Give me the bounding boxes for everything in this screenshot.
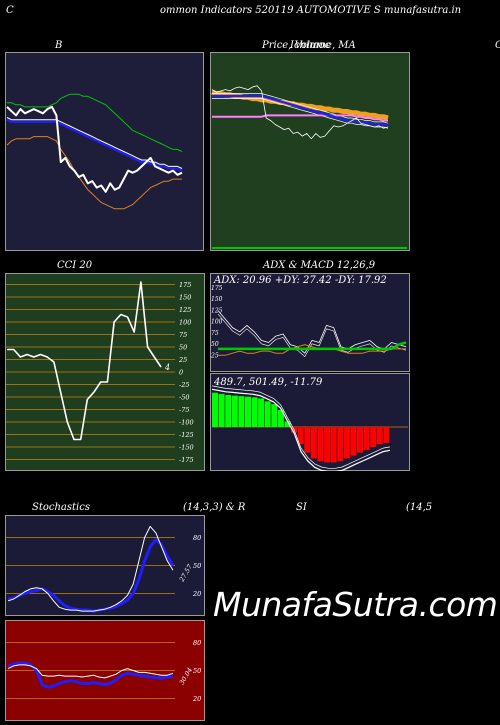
rsi-series-smooth (7, 661, 174, 689)
macd-histogram-bar (317, 427, 324, 462)
ma-title: Price, Volume, MA (262, 40, 356, 51)
panel-background (210, 52, 410, 251)
left-letter: C (6, 5, 14, 16)
ma-envelope-upper (212, 93, 389, 124)
ma-series-price (211, 85, 389, 140)
stoch-title: Stochastics (32, 502, 90, 513)
macd-histogram-bar (330, 427, 337, 463)
adx-series-minus-dy (218, 344, 406, 356)
cci-panel: 175 150 125 100 75 50 25 0 -25 -50 -75 -100 -125 -150… (5, 273, 205, 471)
macd-histogram-bar (343, 427, 350, 459)
macd-histogram-bar (245, 396, 251, 427)
bollinger-panel (5, 52, 204, 251)
tick-label: -150 (179, 444, 194, 452)
macd-histogram-bar (251, 397, 258, 427)
rsi-series-main (7, 664, 174, 679)
cci-last-value: 4 (164, 363, 170, 372)
watermark: MunafaSutra.com (213, 585, 498, 624)
macd-histogram-bar (218, 393, 225, 427)
stoch-series-d (7, 538, 175, 613)
price-ma-panel (210, 52, 410, 251)
macd-histogram-bar (297, 427, 304, 445)
macd-histogram-bar (238, 396, 245, 427)
macd-histogram-bar (357, 427, 363, 453)
macd-histogram-bar (225, 395, 232, 427)
tick-label: 0 (179, 369, 183, 377)
tick-label: -75 (179, 406, 189, 414)
bb-series-lower (6, 136, 182, 210)
tick-label: 100 (179, 319, 191, 327)
ma-envelope-lower (212, 98, 389, 129)
macd-histogram-bar (277, 409, 284, 427)
right-letter: C (495, 40, 500, 51)
tick-label: 75 (211, 330, 219, 337)
cci-series (7, 281, 162, 441)
bb-series-upper (7, 93, 183, 152)
rsi-params: (14,5 (406, 502, 433, 513)
ma-series-short (212, 114, 388, 122)
stoch-params: (14,3,3) & R (183, 502, 246, 513)
panel-background (5, 52, 204, 251)
stoch-series-k (7, 525, 174, 612)
tick-label: -125 (179, 431, 194, 439)
macd-histogram-bar (324, 427, 331, 463)
adx-title: ADX & MACD 12,26,9 (263, 260, 376, 271)
adx-label: ADX: 20.96 +DY: 27.42 -DY: 17.92 (214, 275, 387, 286)
tick-label: 100 (211, 319, 223, 326)
adx-series-adx (217, 310, 407, 354)
tick-label: 75 (179, 331, 187, 339)
tick-label: 25 (210, 352, 219, 359)
tick-label: 150 (211, 296, 223, 303)
tick-label: 50 (193, 562, 201, 570)
macd-histogram-bar (363, 427, 370, 450)
tick-label: 20 (192, 695, 201, 703)
tick-label: -25 (179, 381, 189, 389)
tick-label: -100 (179, 419, 194, 427)
tick-label: 50 (193, 667, 201, 675)
adx-series-plus-dy (218, 341, 407, 351)
page-title: ommon Indicators 520119 AUTOMOTIVE S mun… (160, 5, 462, 16)
macd-histogram-bar (350, 427, 357, 456)
tick-label: 50 (179, 344, 187, 352)
macd-histogram-bar (310, 427, 317, 459)
tick-label: 20 (192, 590, 201, 598)
macd-histogram-bar (284, 421, 291, 427)
macd-histogram-bar (212, 392, 218, 427)
tick-label: 125 (211, 307, 223, 314)
macd-histogram-bar (304, 427, 311, 453)
macd-histogram-bar (376, 427, 383, 445)
macd-histogram-bar (383, 427, 390, 443)
tick-label: 150 (179, 294, 191, 302)
macd-histogram-bar (264, 401, 271, 427)
macd-label: 489.7, 501.49, -11.79 (214, 377, 323, 388)
tick-label: 25 (178, 356, 187, 364)
macd-histogram-bar (231, 395, 238, 427)
macd-histogram-bar (271, 404, 278, 427)
adx-panel: 175 150 125 100 75 50 25 (210, 273, 410, 372)
rsi-title: SI (296, 502, 307, 513)
tick-label: -175 (179, 456, 194, 464)
tick-label: 125 (179, 306, 191, 314)
tick-label: 175 (211, 285, 223, 292)
macd-histogram-bar (370, 427, 377, 447)
bb-series-price (6, 105, 183, 193)
tick-label: -50 (179, 394, 189, 402)
tick-label: 80 (193, 639, 201, 647)
macd-histogram-bar (258, 398, 265, 427)
ma-series-mid (212, 94, 389, 127)
tick-label: 80 (193, 534, 201, 542)
macd-histogram-bar (337, 427, 344, 462)
panel-background (210, 273, 410, 372)
bb-title: B (55, 40, 63, 51)
macd-line (211, 388, 391, 471)
macd-signal-line (211, 385, 391, 469)
macd-panel (210, 373, 410, 471)
ma-title-overlap: Ichimoc (290, 40, 331, 51)
cci-title: CCI 20 (57, 260, 93, 271)
tick-label: 175 (179, 281, 191, 289)
tick-label: 50 (211, 341, 219, 348)
